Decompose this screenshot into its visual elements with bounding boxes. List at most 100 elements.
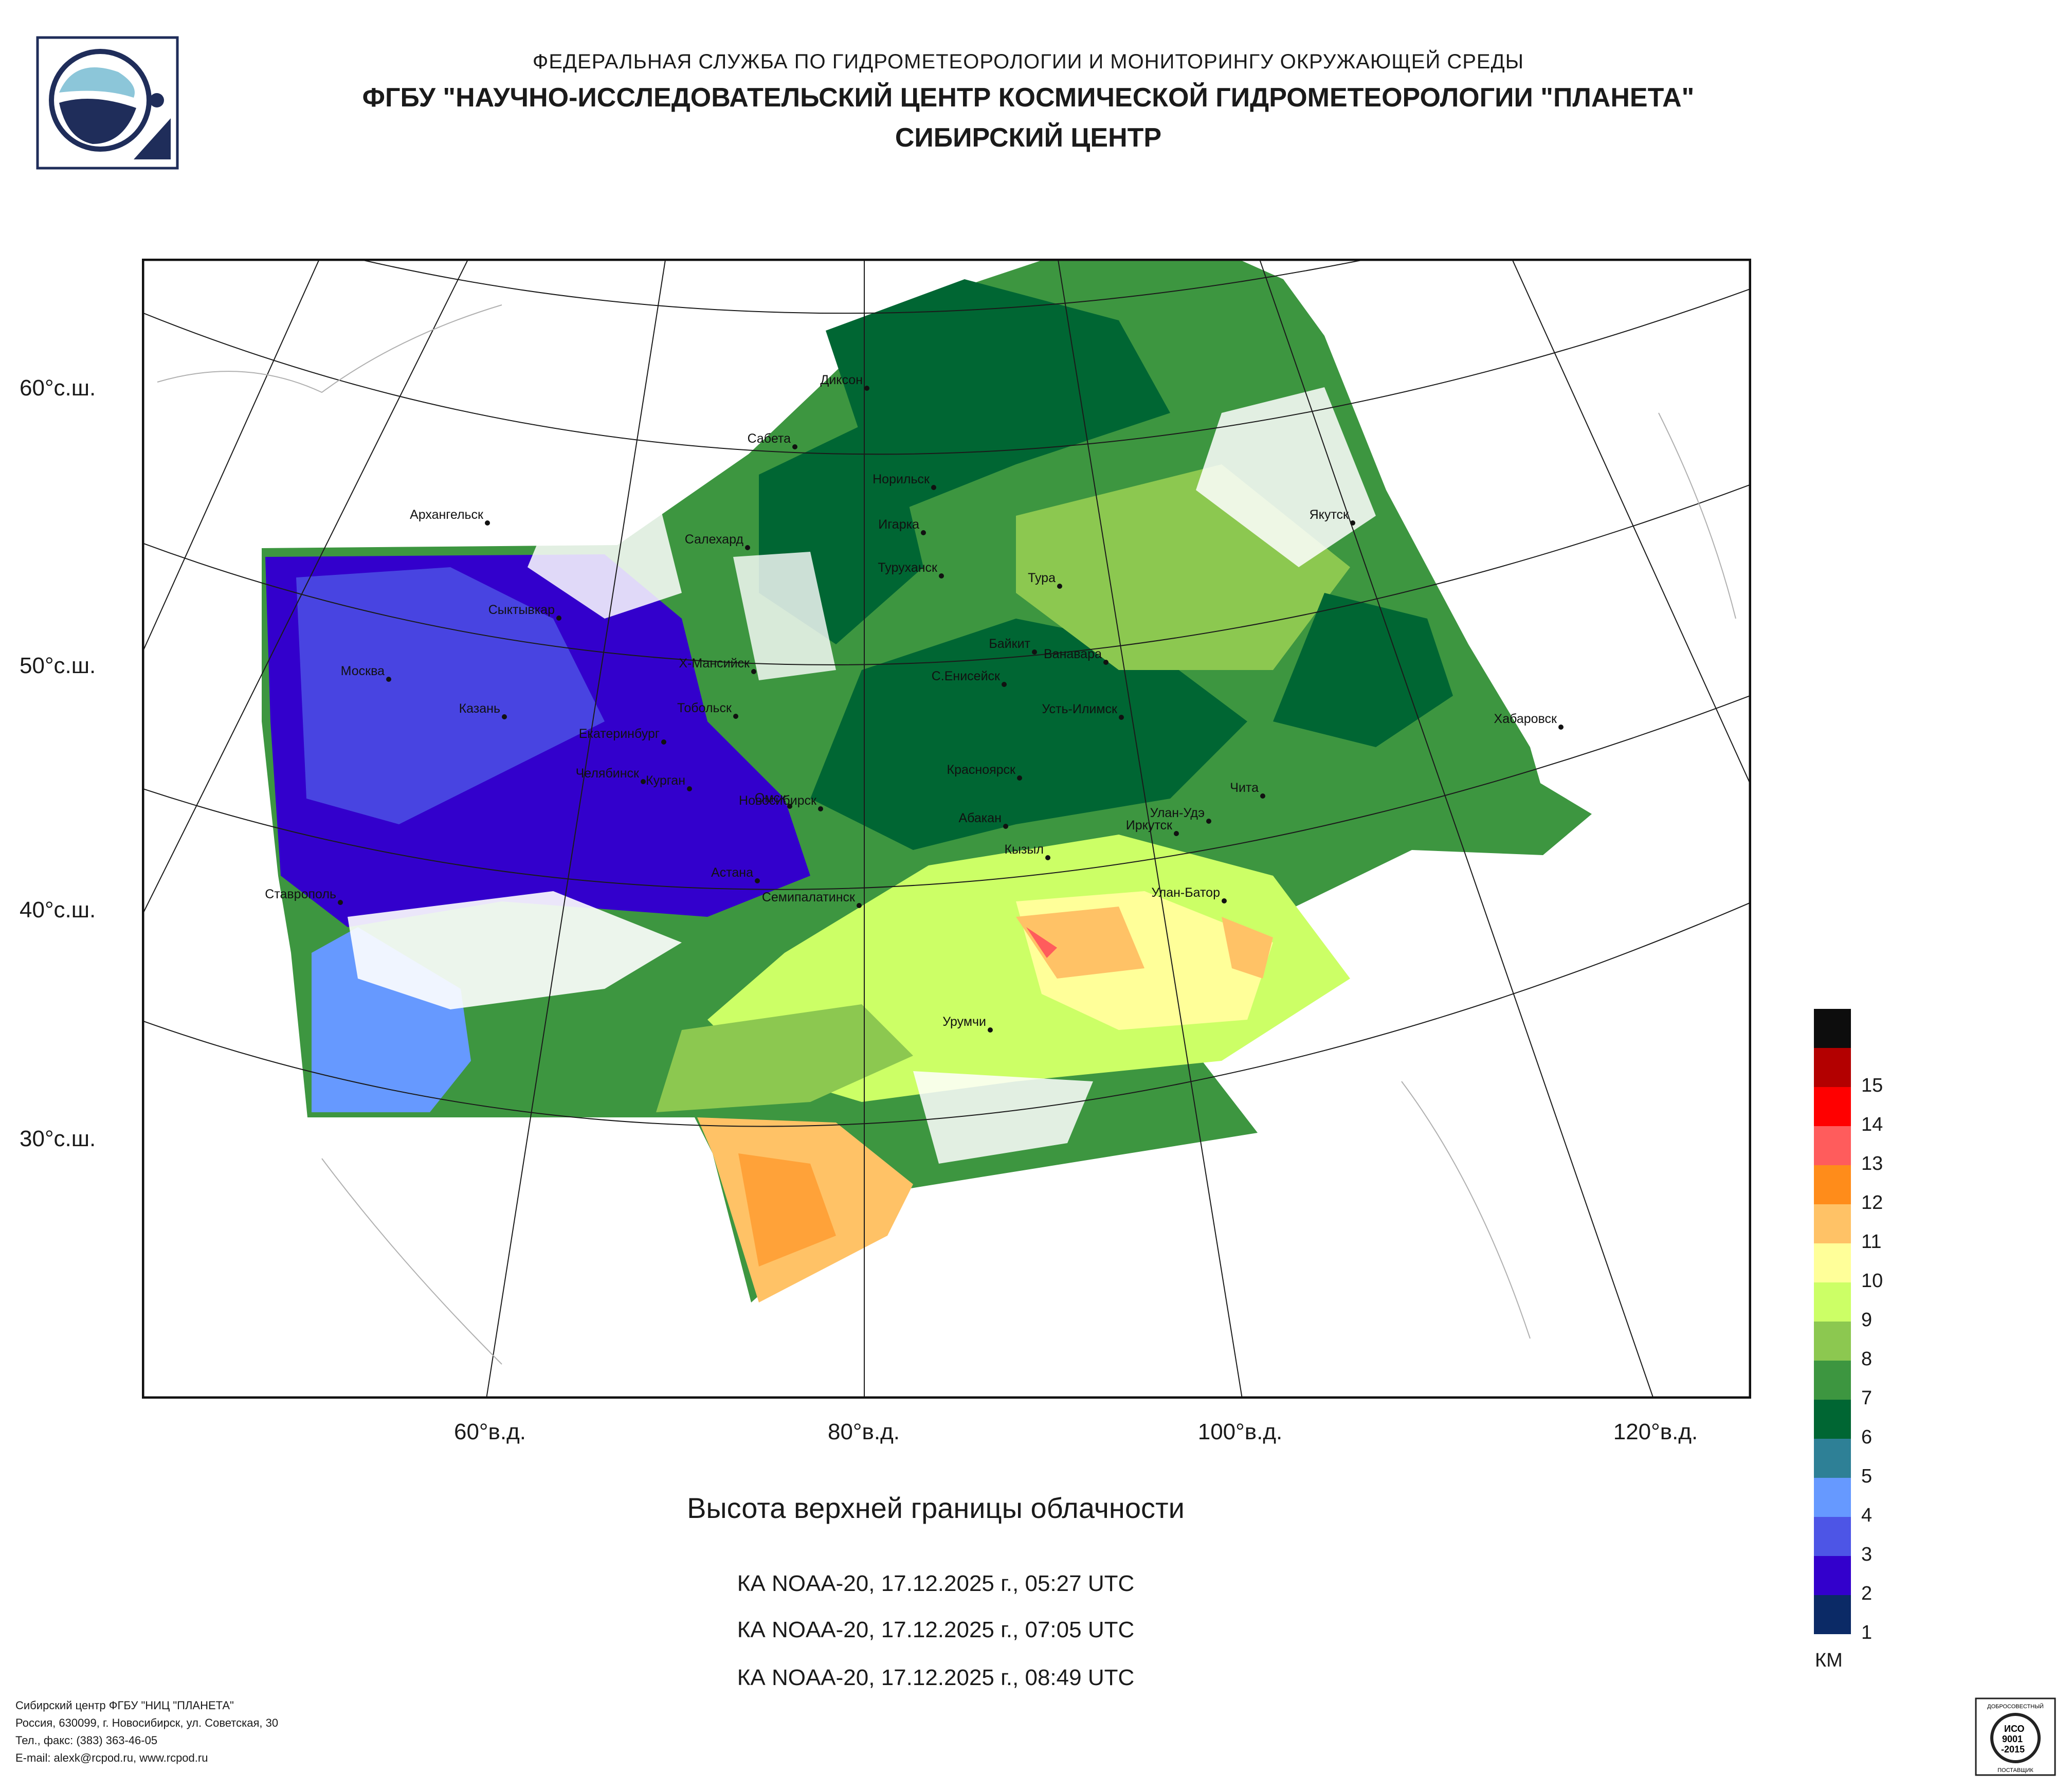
city-label: Урумчи bbox=[942, 1015, 986, 1029]
iso-bottom-text: ПОСТАВЩИК bbox=[1997, 1767, 2033, 1774]
city-label: Тура bbox=[1028, 571, 1056, 585]
legend-swatch bbox=[1814, 1556, 1851, 1595]
city-label: Тобольск bbox=[677, 701, 732, 715]
legend-swatch bbox=[1814, 1243, 1851, 1282]
legend-label: 15 bbox=[1861, 1075, 1883, 1096]
city-dot bbox=[1103, 660, 1108, 665]
lat-label-50: 50°с.ш. bbox=[20, 653, 96, 678]
lat-label-30: 30°с.ш. bbox=[20, 1126, 96, 1151]
footer-line: Сибирский центр ФГБУ "НИЦ "ПЛАНЕТА" bbox=[15, 1699, 234, 1712]
city-dot bbox=[733, 714, 738, 719]
city-dot bbox=[864, 386, 869, 391]
satellite-pass-1: КА NOAA-20, 17.12.2025 г., 05:27 UTC bbox=[737, 1571, 1135, 1596]
city-label: Астана bbox=[711, 865, 753, 880]
city-label: Чита bbox=[1230, 781, 1259, 795]
city-label: Байкит bbox=[989, 637, 1030, 651]
city-dot bbox=[1003, 824, 1008, 829]
city-label: Улан-Батор bbox=[1151, 885, 1220, 900]
iso-number: 9001 bbox=[2002, 1734, 2023, 1744]
city-label: Новосибирск bbox=[739, 793, 817, 808]
city-dot bbox=[641, 779, 646, 784]
legend-unit: КМ bbox=[1815, 1650, 1843, 1671]
city-dot bbox=[502, 714, 507, 719]
legend-swatch bbox=[1814, 1048, 1851, 1087]
legend-label: 12 bbox=[1861, 1192, 1883, 1214]
branch-title: СИБИРСКИЙ ЦЕНТР bbox=[895, 123, 1162, 153]
city-label: Курган bbox=[646, 773, 685, 788]
city-label: Москва bbox=[341, 664, 385, 678]
city-dot bbox=[988, 1027, 993, 1033]
city-dot bbox=[939, 573, 944, 578]
city-label: Норильск bbox=[873, 472, 930, 486]
city-dot bbox=[386, 677, 391, 682]
footer-line: E-mail: alexk@rcpod.ru, www.rcpod.ru bbox=[15, 1751, 208, 1764]
lat-label-60: 60°с.ш. bbox=[20, 375, 96, 401]
city-dot bbox=[751, 669, 756, 674]
legend-label: 3 bbox=[1861, 1544, 1873, 1565]
legend-label: 11 bbox=[1861, 1231, 1882, 1253]
city-label: Ванавара bbox=[1044, 647, 1102, 661]
legend-swatch bbox=[1814, 1400, 1851, 1439]
footer-line: Россия, 630099, г. Новосибирск, ул. Сове… bbox=[15, 1716, 279, 1729]
city-label: Х-Мансийск bbox=[679, 656, 750, 671]
legend-swatch bbox=[1814, 1282, 1851, 1322]
satellite-pass-2: КА NOAA-20, 17.12.2025 г., 07:05 UTC bbox=[737, 1617, 1135, 1642]
city-dot bbox=[338, 900, 343, 905]
legend-label: 10 bbox=[1861, 1270, 1883, 1292]
planeta-logo-icon bbox=[36, 36, 179, 170]
city-label: Екатеринбург bbox=[579, 727, 660, 741]
city-dot bbox=[1206, 819, 1211, 824]
city-label: Омск bbox=[755, 791, 786, 805]
city-dot bbox=[1119, 715, 1124, 720]
footer-line: Тел., факс: (383) 363-46-05 bbox=[15, 1734, 158, 1747]
agency-title: ФЕДЕРАЛЬНАЯ СЛУЖБА ПО ГИДРОМЕТЕОРОЛОГИИ … bbox=[532, 50, 1524, 73]
city-dot bbox=[857, 903, 862, 908]
city-label: Челябинск bbox=[576, 766, 640, 781]
latitude-lines bbox=[142, 259, 1751, 1127]
city-dot bbox=[745, 545, 750, 550]
legend-label: 4 bbox=[1861, 1505, 1873, 1526]
iso-top-text: ДОБРОСОВЕСТНЫЙ bbox=[1987, 1703, 2044, 1710]
city-dot bbox=[1174, 831, 1179, 836]
lat-label-40: 40°с.ш. bbox=[20, 897, 96, 922]
city-dot bbox=[1260, 793, 1265, 799]
borders bbox=[157, 304, 1736, 1365]
iso-text: ИСО bbox=[2004, 1724, 2025, 1734]
legend-swatch bbox=[1814, 1204, 1851, 1243]
city-dot bbox=[1350, 520, 1355, 526]
city-label: Сыктывкар bbox=[488, 603, 555, 617]
legend-label: 8 bbox=[1861, 1348, 1873, 1370]
city-label: Усть-Илимск bbox=[1042, 702, 1118, 716]
city-label: Салехард bbox=[685, 532, 744, 547]
city-label: Семипалатинск bbox=[762, 890, 856, 904]
legend-label: 13 bbox=[1861, 1153, 1883, 1174]
city-dot bbox=[818, 806, 823, 811]
legend-swatch bbox=[1814, 1439, 1851, 1478]
city-label: Сабета bbox=[748, 431, 791, 446]
footer-contacts: Сибирский центр ФГБУ "НИЦ "ПЛАНЕТА" Росс… bbox=[15, 1697, 278, 1767]
city-dot bbox=[556, 616, 561, 621]
city-dot bbox=[1045, 855, 1050, 860]
cloud-top-height-map: Диксон Сабета Норильск Архангельск Салехард И… bbox=[142, 259, 1751, 1399]
city-dot bbox=[1057, 584, 1062, 589]
city-label: Диксон bbox=[820, 373, 863, 387]
center-title: ФГБУ "НАУЧНО-ИССЛЕДОВАТЕЛЬСКИЙ ЦЕНТР КОС… bbox=[362, 83, 1695, 113]
city-dot bbox=[485, 520, 490, 526]
legend-swatch bbox=[1814, 1009, 1851, 1048]
city-dot bbox=[1222, 898, 1227, 903]
city-label: Иркутск bbox=[1126, 818, 1173, 833]
city-dot bbox=[1032, 649, 1037, 655]
lon-label-60: 60°в.д. bbox=[453, 1419, 526, 1444]
city-label: Ставрополь bbox=[265, 887, 336, 901]
height-legend bbox=[1814, 1009, 1851, 1634]
legend-swatch bbox=[1814, 1087, 1851, 1126]
legend-label: 5 bbox=[1861, 1466, 1873, 1487]
city-label: Абакан bbox=[958, 811, 1002, 825]
iso-year: -2015 bbox=[2001, 1744, 2025, 1754]
city-dot bbox=[1017, 775, 1022, 781]
legend-label: 7 bbox=[1861, 1387, 1873, 1409]
lon-label-100: 100°в.д. bbox=[1197, 1419, 1283, 1444]
city-dot bbox=[931, 485, 936, 490]
city-label: Туруханск bbox=[878, 560, 938, 575]
city-dot bbox=[661, 739, 666, 745]
